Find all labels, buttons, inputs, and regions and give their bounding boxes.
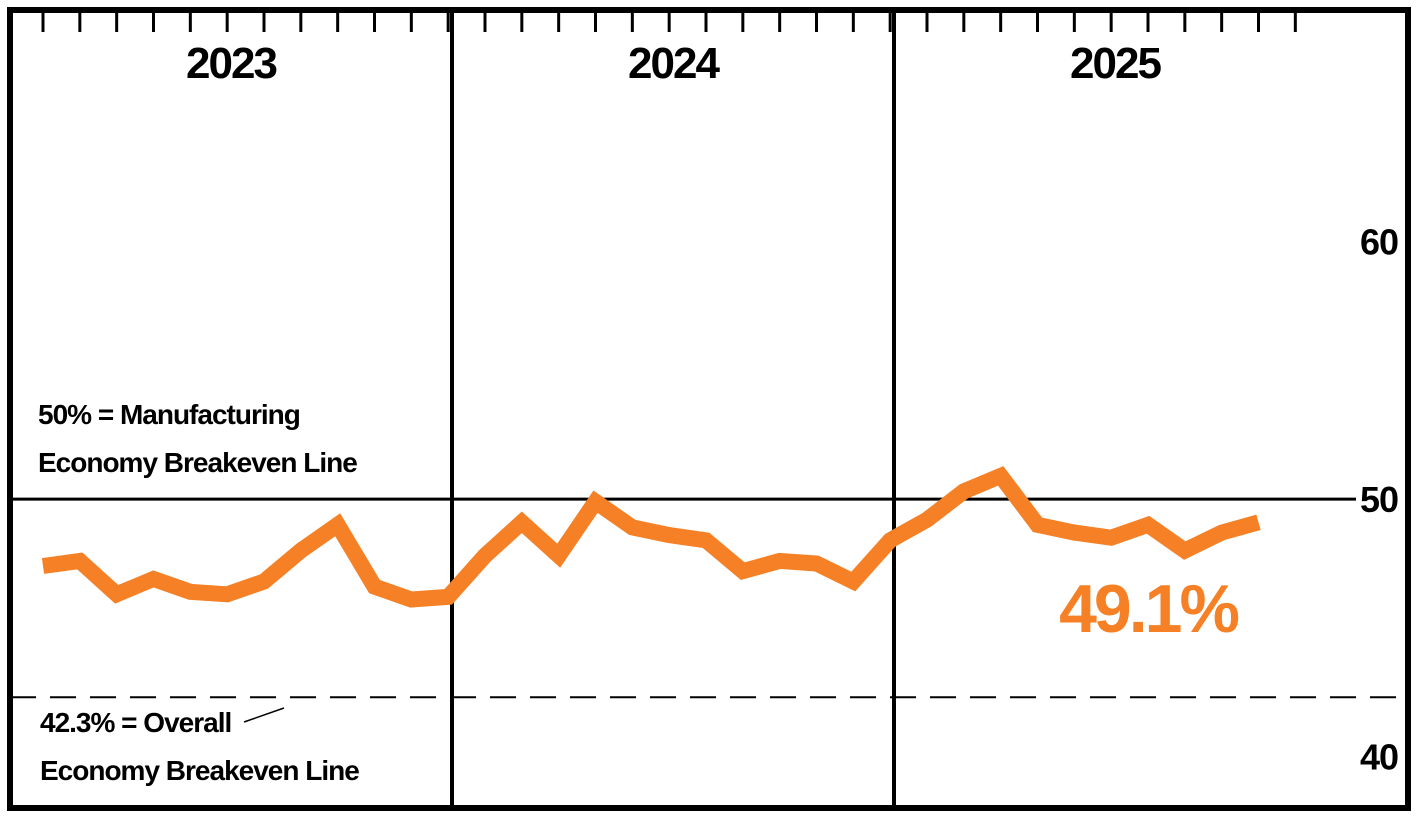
year-label-2023: 2023 <box>186 39 276 88</box>
year-label-2025: 2025 <box>1070 39 1161 88</box>
chart-frame <box>7 7 1411 811</box>
overall-note-pointer <box>243 707 285 723</box>
overall-note-line-2: Economy Breakeven Line <box>40 755 359 786</box>
y-tick-label-60: 60 <box>1360 222 1398 263</box>
series-line-0 <box>41 466 1261 608</box>
reference-lines <box>10 497 1408 699</box>
chart-border <box>7 7 1411 811</box>
manufacturing-note-line-1: 50% = Manufacturing <box>38 399 300 430</box>
y-tick-label-50: 50 <box>1360 479 1398 520</box>
overall-note-line-1: 42.3% = Overall <box>40 707 231 738</box>
year-label-2024: 2024 <box>628 39 720 88</box>
reference-notes: 50% = Manufacturing Economy Breakeven Lin… <box>38 399 360 786</box>
manufacturing-note-line-2: Economy Breakeven Line <box>38 447 357 478</box>
y-axis-labels: 40 50 60 <box>1360 222 1399 778</box>
latest-value-callout: 49.1% <box>1059 571 1238 647</box>
callout-group: 49.1% <box>1059 571 1241 647</box>
month-ticks <box>41 10 1297 32</box>
y-tick-label-40: 40 <box>1360 737 1398 778</box>
year-labels: 2023 2024 2025 <box>186 39 1163 88</box>
data-series <box>41 466 1261 608</box>
